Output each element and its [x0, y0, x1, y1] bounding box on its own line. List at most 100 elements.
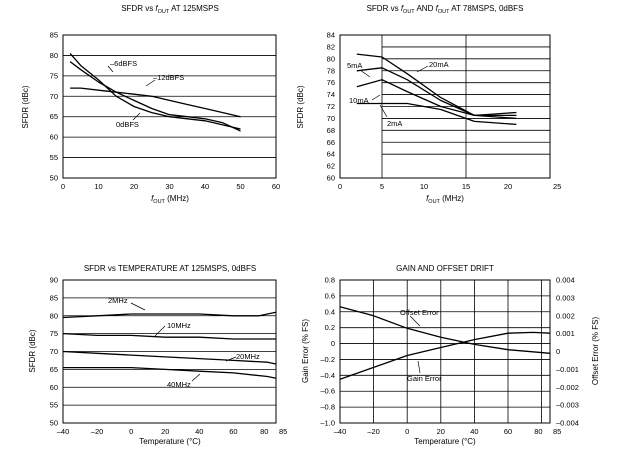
chart2-ytick-label: 78	[327, 66, 335, 75]
chart1-xtick-label: 10	[94, 182, 102, 191]
chart4-ytick-label: 0.4	[325, 307, 335, 316]
chart4-ytick-label: 0.8	[325, 276, 335, 285]
chart3-label-20mhz: 20MHz	[236, 352, 260, 361]
chart2-leader-20ma	[416, 65, 429, 73]
chart3-xtick-label: 0	[129, 427, 133, 436]
chart1-xtick-label: 40	[201, 182, 209, 191]
chart2-ytick-label: 74	[327, 90, 335, 99]
chart4-ytick-right-label: 0.003	[556, 293, 575, 302]
chart3-ytick-label: 75	[50, 329, 58, 338]
chart4-plot-frame	[339, 279, 551, 424]
chart4-ylabel-left: Gain Error (% FS)	[301, 319, 310, 383]
chart-sfdr-vs-temperature: SFDR vs TEMPERATURE AT 125MSPS, 0dBFS 50…	[28, 264, 287, 446]
chart2-ytick-label: 72	[327, 102, 335, 111]
chart2-xtick-label: 25	[553, 182, 561, 191]
chart2-xtick-label: 20	[504, 182, 512, 191]
chart3-leader-40mhz	[191, 373, 201, 382]
chart1-label-12dbfs: –12dBFS	[153, 73, 184, 82]
chart4-leader-gain	[417, 360, 421, 374]
chart2-ytick-label: 76	[327, 78, 335, 87]
chart2-xtick-label: 5	[380, 182, 384, 191]
chart4-ytick-right-label: 0.001	[556, 329, 575, 338]
chart2-title: SFDR vs fOUT AND fOUT AT 78MSPS, 0dBFS	[367, 4, 524, 15]
chart1-leader-12dbfs	[145, 79, 156, 87]
chart4-xtick-label: 80	[534, 427, 542, 436]
chart3-series-40mhz	[63, 366, 277, 379]
chart1-label-0dbfs: 0dBFS	[116, 120, 139, 129]
chart3-xtick-label: –20	[91, 427, 104, 436]
chart1-xlabel: fOUT (MHz)	[151, 194, 189, 205]
chart1-ytick-label: 80	[50, 51, 58, 60]
chart2-label-2ma: 2mA	[387, 119, 402, 128]
chart3-xtick-label: –40	[57, 427, 70, 436]
chart4-ytick-right-label: 0	[556, 347, 560, 356]
chart3-xlabel: Temperature (°C)	[139, 437, 201, 446]
chart4-ytick-label: –1.0	[320, 419, 335, 428]
chart3-xtick-label: 60	[229, 427, 237, 436]
chart4-label-gain: Gain Error	[407, 374, 442, 383]
chart2-ytick-label: 70	[327, 114, 335, 123]
chart3-label-10mhz: 10MHz	[167, 321, 191, 330]
chart2-ytick-label: 84	[327, 31, 335, 40]
chart2-ytick-label: 68	[327, 126, 335, 135]
chart3-ytick-label: 65	[50, 365, 58, 374]
chart4-ytick-label: 0.2	[325, 323, 335, 332]
chart1-ytick-label: 50	[50, 174, 58, 183]
chart1-xtick-label: 50	[236, 182, 244, 191]
chart3-ylabel: SFDR (dBc)	[28, 329, 37, 372]
chart3-ytick-label: 85	[50, 293, 58, 302]
chart1-leader-0dbfs	[132, 112, 141, 121]
chart2-ytick-label: 66	[327, 138, 335, 147]
chart1-ytick-label: 70	[50, 92, 58, 101]
chart3-xtick-label: 20	[161, 427, 169, 436]
chart3-series-10mhz	[62, 332, 276, 340]
chart4-xtick-label: 60	[504, 427, 512, 436]
chart4-ylabel-right: Offset Error (% FS)	[591, 317, 600, 386]
chart4-ytick-label: –0.2	[320, 355, 335, 364]
chart3-ytick-label: 90	[50, 276, 58, 285]
chart4-ytick-right-label: 0.002	[556, 311, 575, 320]
chart4-ytick-label: –0.4	[320, 371, 335, 380]
chart1-series-0dbfs	[69, 61, 241, 132]
chart4-ytick-label: 0.6	[325, 291, 335, 300]
chart1-title: SFDR vs fOUT AT 125MSPS	[121, 4, 219, 15]
chart3-leader-20mhz	[225, 356, 237, 362]
chart2-label-5ma: 5mA	[347, 61, 362, 70]
chart4-ytick-right-label: –0.001	[556, 365, 579, 374]
chart1-ytick-label: 60	[50, 133, 58, 142]
chart1-series-6dbfs	[69, 52, 241, 130]
chart3-label-40mhz: 40MHz	[167, 380, 191, 389]
chart2-xlabel: fOUT (MHz)	[426, 194, 464, 205]
chart3-ytick-label: 50	[50, 419, 58, 428]
chart1-xtick-label: 0	[61, 182, 65, 191]
chart4-xtick-label: –20	[367, 427, 380, 436]
chart1-ytick-label: 85	[50, 31, 58, 40]
chart4-xtick-label: 20	[437, 427, 445, 436]
chart3-ytick-label: 55	[50, 401, 58, 410]
chart2-ytick-label: 62	[327, 162, 335, 171]
chart3-series-2mhz	[62, 311, 277, 319]
chart-sfdr-vs-fout-78msps: SFDR vs fOUT AND fOUT AT 78MSPS, 0dBFS 6…	[296, 4, 561, 205]
chart4-ytick-right-label: –0.003	[556, 401, 579, 410]
chart1-plot-frame	[62, 34, 277, 179]
chart1-label-6dbfs: –6dBFS	[110, 59, 137, 68]
chart3-ytick-label: 70	[50, 347, 58, 356]
chart4-series-gain-error	[339, 331, 551, 380]
chart2-series-10ma	[356, 79, 517, 117]
chart3-leader-10mhz	[154, 325, 166, 337]
chart2-series-2ma	[356, 102, 517, 126]
chart2-xtick-label: 10	[420, 182, 428, 191]
chart1-ylabel: SFDR (dBc)	[21, 85, 30, 128]
chart1-ytick-label: 65	[50, 112, 58, 121]
chart3-xtick-label: 85	[279, 427, 287, 436]
chart4-ytick-right-label: 0.004	[556, 276, 575, 285]
chart2-plot-frame	[339, 34, 551, 179]
chart2-label-20ma: 20mA	[429, 60, 449, 69]
chart2-ytick-label: 64	[327, 150, 335, 159]
chart1-leader-6dbfs	[107, 65, 114, 73]
chart4-xtick-label: 40	[470, 427, 478, 436]
chart-gain-offset-drift: GAIN AND OFFSET DRIFT –1.0 –0.8 –0.6 –0.4 –0…	[301, 264, 600, 446]
chart4-xlabel: Temperature (°C)	[414, 437, 476, 446]
chart3-xtick-label: 40	[195, 427, 203, 436]
chart1-xtick-label: 30	[165, 182, 173, 191]
